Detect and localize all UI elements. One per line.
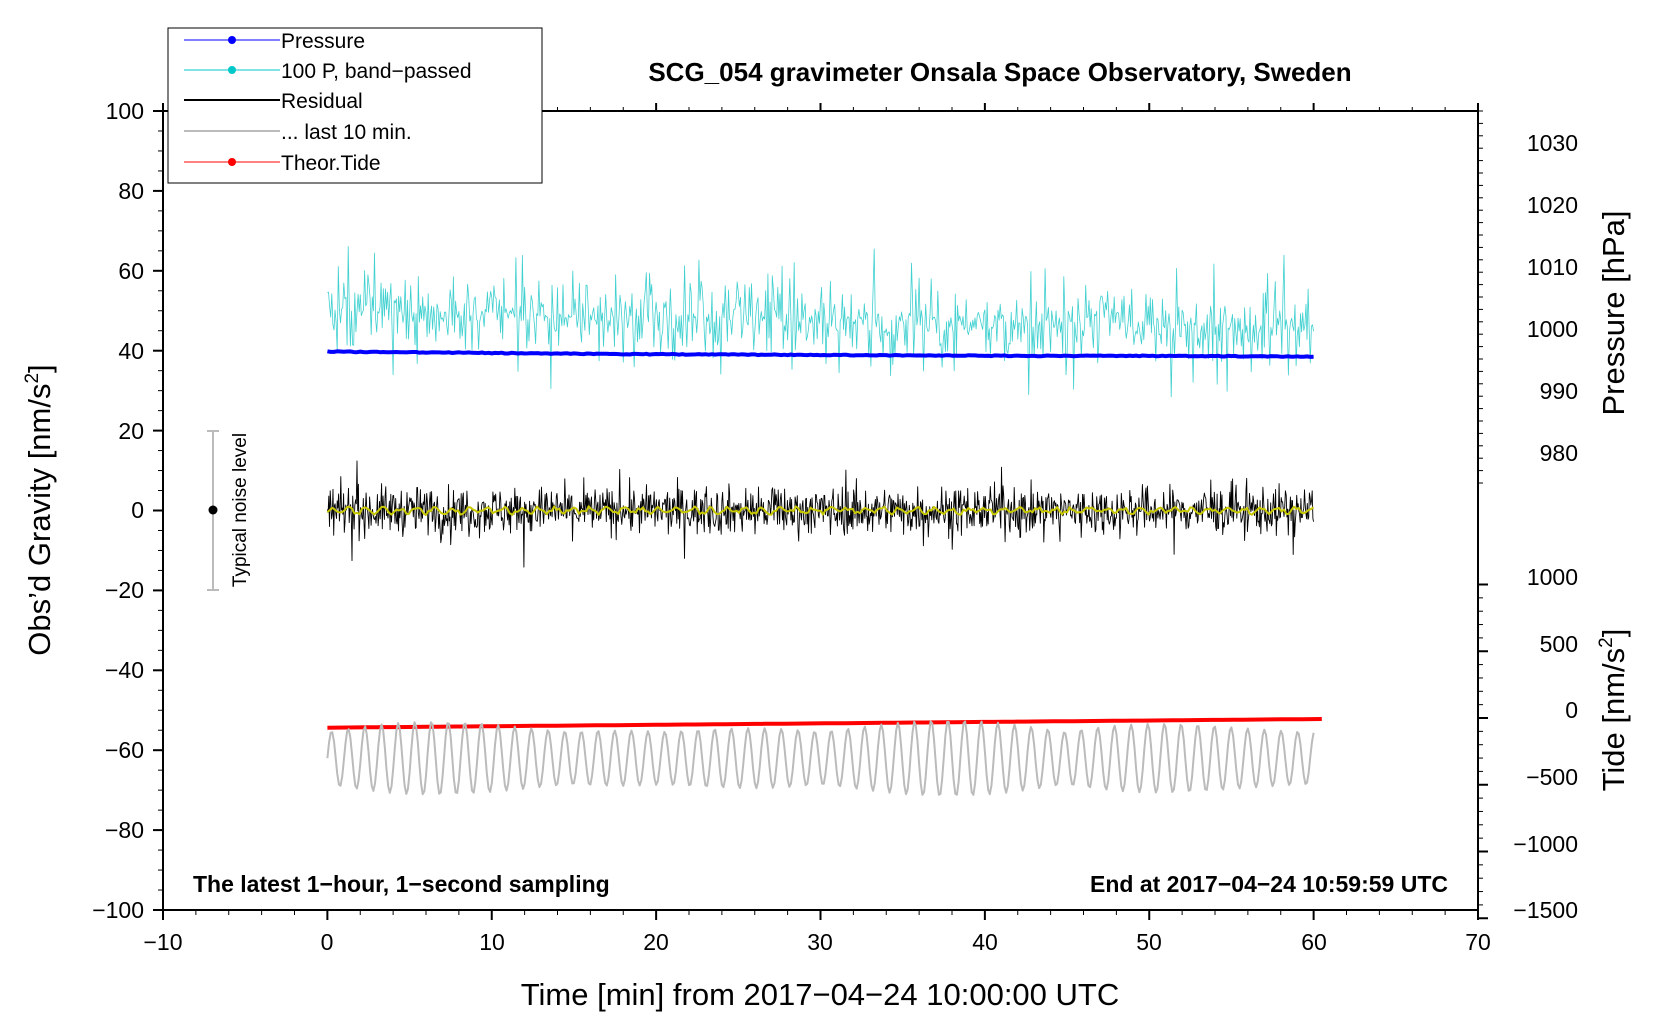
x-tick-label: 10 (479, 929, 505, 955)
y-tick-label: −40 (105, 657, 144, 683)
last-10-min-line (326, 720, 1315, 796)
pressure-tick-label: 980 (1540, 440, 1578, 466)
y-axis-title-tide-text: Tide [nm/s (1596, 648, 1631, 792)
legend-label: Theor.Tide (281, 152, 381, 175)
tide-tick-labels: 1000 500 0 −500 −1000 −1500 (1513, 564, 1578, 923)
residual-series (326, 460, 1315, 568)
residual-line (326, 460, 1315, 568)
y-tick-label: 40 (118, 338, 144, 364)
tide-tick-label: 1000 (1527, 564, 1578, 590)
legend-label: 100 P, band−passed (281, 60, 472, 83)
pressure-tick-label: 1010 (1527, 254, 1578, 280)
legend-label: Residual (281, 90, 363, 113)
x-axis-title: Time [min] from 2017−04−24 10:00:00 UTC (521, 977, 1120, 1012)
y-axis-title-left: Obs’d Gravity [nm/s2] (22, 364, 57, 655)
pressure-tick-label: 1020 (1527, 192, 1578, 218)
last-10-min-series (326, 720, 1315, 796)
tide-tick-label: −1500 (1513, 897, 1578, 923)
y-axis-title-tide: Tide [nm/s2] (1596, 629, 1631, 792)
x-tick-label: 0 (321, 929, 334, 955)
residual-smoothed-series (326, 505, 1315, 516)
tide-tick-label: 500 (1540, 631, 1578, 657)
pressure-tick-label: 1000 (1527, 316, 1578, 342)
legend-label: Pressure (281, 30, 365, 53)
typical-noise-indicator: Typical noise level (207, 430, 251, 591)
noise-label: Typical noise level (230, 433, 251, 587)
legend-swatch-dot (228, 66, 236, 74)
y-axis-title-left-end: ] (22, 364, 57, 373)
x-tick-label: 20 (643, 929, 669, 955)
tide-tick-label: −500 (1526, 764, 1578, 790)
y-axis-title-tide-end: ] (1596, 629, 1631, 638)
bandpassed-pressure-series (327, 246, 1314, 398)
legend-swatch-dot (228, 158, 236, 166)
note-right: End at 2017−04−24 10:59:59 UTC (1090, 871, 1448, 897)
y-tick-label: 20 (118, 418, 144, 444)
note-left: The latest 1−hour, 1−second sampling (193, 871, 610, 897)
y-tick-label: 80 (118, 178, 144, 204)
legend-swatch-dot (228, 36, 236, 44)
x-tick-label: 40 (972, 929, 998, 955)
y-axis-title-left-sup: 2 (22, 373, 43, 384)
x-tick-label: 50 (1136, 929, 1162, 955)
legend-item-residual: Residual (184, 90, 363, 113)
legend: Pressure 100 P, band−passed Residual ...… (167, 27, 543, 184)
legend-item-theor-tide: Theor.Tide (184, 152, 381, 175)
y-axis-title-tide-sup: 2 (1596, 637, 1617, 648)
bandpassed-pressure-line (327, 246, 1314, 398)
noise-bar-dot (208, 505, 218, 515)
y-tick-label: −60 (105, 737, 144, 763)
y-tick-label: 0 (131, 497, 144, 523)
legend-item-last-10-min: ... last 10 min. (184, 121, 412, 144)
pressure-line (327, 349, 1314, 359)
y-axis-title-left-text: Obs’d Gravity [nm/s (22, 384, 57, 656)
x-tick-labels: −10 0 10 20 30 40 50 60 70 (143, 929, 1490, 955)
theoretical-tide-line (327, 717, 1322, 730)
x-tick-label: −10 (143, 929, 182, 955)
x-tick-label: 70 (1465, 929, 1491, 955)
pressure-tick-labels: 1030 1020 1010 1000 990 980 (1527, 130, 1578, 466)
y-tick-label: −20 (105, 577, 144, 603)
x-tick-label: 30 (807, 929, 833, 955)
tide-tick-label: −1000 (1513, 831, 1578, 857)
pressure-series (327, 349, 1314, 359)
pressure-tick-label: 1030 (1527, 130, 1578, 156)
chart-title: SCG_054 gravimeter Onsala Space Observat… (648, 57, 1351, 87)
pressure-tick-label: 990 (1540, 378, 1578, 404)
y-axis-title-pressure: Pressure [hPa] (1596, 210, 1631, 415)
x-tick-label: 60 (1301, 929, 1327, 955)
legend-box (167, 27, 543, 184)
y-tick-labels: 100 80 60 40 20 0 −20 −40 −60 −80 −100 (92, 98, 144, 923)
y-tick-label: 100 (106, 98, 144, 124)
legend-item-pressure: Pressure (184, 30, 365, 53)
y-tick-label: −80 (105, 817, 144, 843)
residual-smoothed-line (326, 505, 1315, 516)
y-tick-label: −100 (92, 897, 144, 923)
tide-tick-label: 0 (1565, 697, 1578, 723)
legend-item-bandpassed: 100 P, band−passed (184, 60, 472, 83)
theoretical-tide-series (327, 717, 1322, 730)
y-tick-label: 60 (118, 258, 144, 284)
legend-label: ... last 10 min. (281, 121, 412, 144)
axis-ticks (153, 103, 1488, 920)
